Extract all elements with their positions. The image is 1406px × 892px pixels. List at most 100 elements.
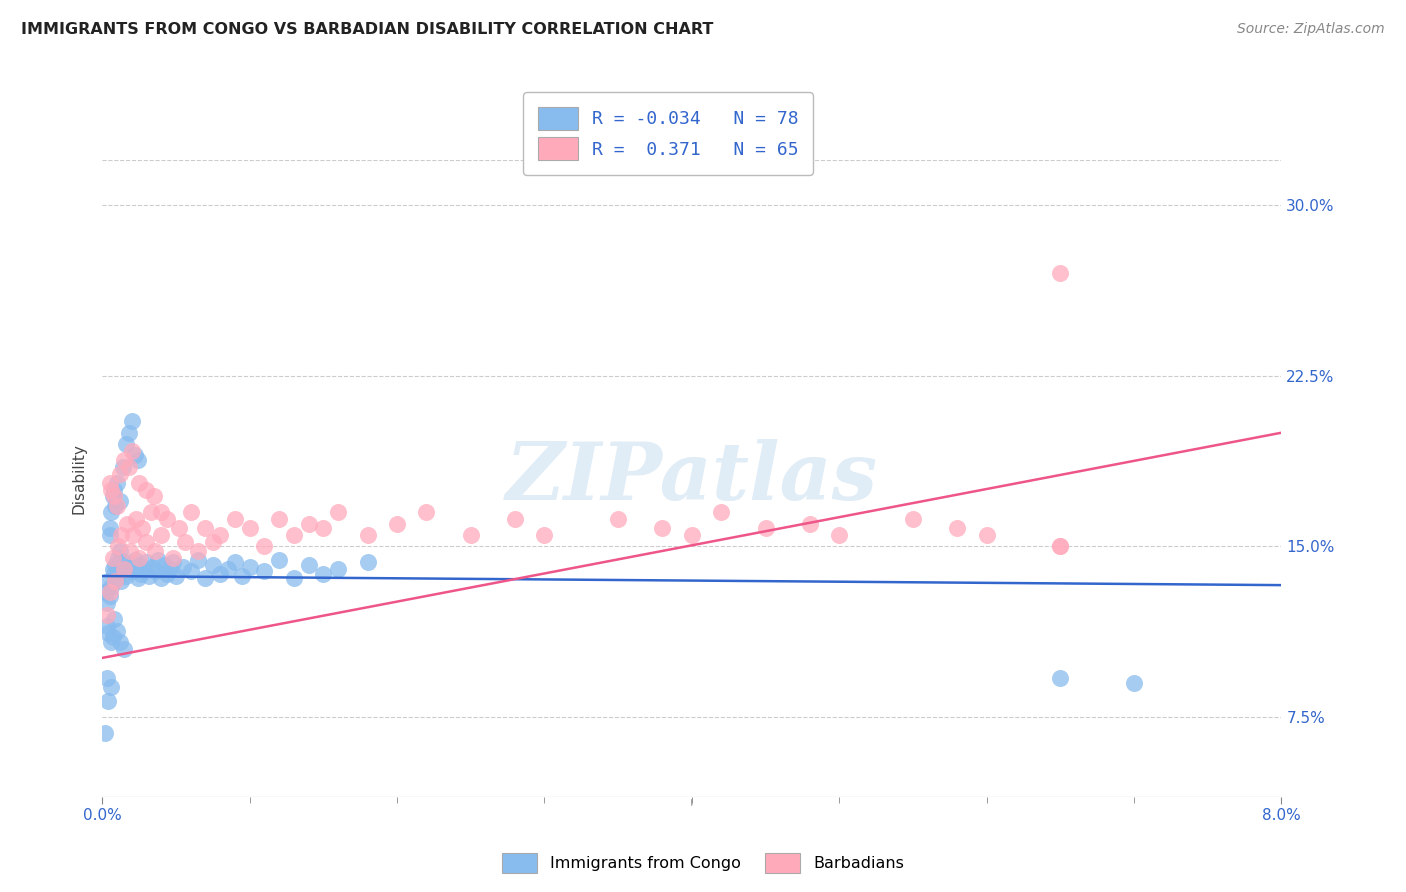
Point [312, 521, 335, 535]
Point [180, 505, 202, 519]
Point [172, 560, 194, 574]
Point [121, 565, 143, 579]
Point [239, 560, 262, 574]
Point [143, 544, 166, 558]
Point [162, 555, 184, 569]
Point [111, 459, 134, 474]
Point [162, 550, 184, 565]
Point [253, 540, 276, 554]
Point [118, 425, 141, 440]
Point [118, 459, 141, 474]
Point [283, 571, 305, 585]
Point [224, 555, 246, 569]
Point [104, 574, 127, 588]
Point [104, 558, 127, 572]
Point [112, 555, 135, 569]
Point [124, 449, 146, 463]
Point [103, 490, 125, 504]
Point [194, 571, 217, 585]
Point [107, 550, 129, 565]
Point [100, 483, 122, 497]
Text: IMMIGRANTS FROM CONGO VS BARBADIAN DISABILITY CORRELATION CHART: IMMIGRANTS FROM CONGO VS BARBADIAN DISAB… [21, 22, 713, 37]
Point [150, 571, 173, 585]
Point [901, 512, 924, 526]
Point [173, 535, 195, 549]
Y-axis label: Disability: Disability [72, 442, 86, 514]
Point [94, 726, 117, 740]
Point [110, 528, 132, 542]
Point [96, 672, 118, 686]
Point [385, 516, 408, 531]
Point [101, 490, 124, 504]
Point [1049, 267, 1071, 281]
Point [100, 635, 122, 649]
Point [135, 555, 157, 569]
Point [754, 521, 776, 535]
Point [201, 535, 224, 549]
Point [356, 555, 378, 569]
Point [121, 414, 143, 428]
Point [946, 521, 969, 535]
Point [326, 562, 349, 576]
Point [326, 505, 349, 519]
Point [128, 475, 150, 490]
Point [135, 483, 157, 497]
Legend: R = -0.034   N = 78, R =  0.371   N = 65: R = -0.034 N = 78, R = 0.371 N = 65 [523, 93, 813, 175]
Point [103, 566, 125, 581]
Point [297, 558, 319, 572]
Text: Source: ZipAtlas.com: Source: ZipAtlas.com [1237, 22, 1385, 37]
Point [415, 505, 437, 519]
Point [224, 512, 246, 526]
Point [132, 562, 155, 576]
Point [101, 562, 124, 576]
Point [460, 528, 482, 542]
Point [114, 437, 136, 451]
Point [135, 535, 157, 549]
Point [165, 569, 187, 583]
Point [98, 528, 121, 542]
Point [112, 453, 135, 467]
Point [267, 512, 290, 526]
Point [356, 528, 378, 542]
Point [110, 574, 132, 588]
Point [112, 562, 135, 576]
Point [153, 558, 176, 572]
Point [167, 521, 190, 535]
Point [101, 631, 124, 645]
Point [118, 560, 141, 574]
Point [194, 521, 217, 535]
Point [112, 641, 135, 656]
Point [131, 521, 153, 535]
Point [143, 565, 166, 579]
Point [117, 516, 139, 531]
Point [96, 596, 118, 610]
Point [231, 569, 253, 583]
Point [108, 635, 131, 649]
Point [799, 516, 821, 531]
Point [97, 626, 120, 640]
Point [297, 516, 319, 531]
Point [127, 571, 149, 585]
Point [710, 505, 733, 519]
Point [607, 512, 630, 526]
Point [503, 512, 526, 526]
Point [105, 571, 128, 585]
Point [138, 569, 160, 583]
Point [217, 562, 239, 576]
Point [128, 558, 150, 572]
Point [94, 585, 117, 599]
Point [105, 499, 128, 513]
Point [209, 528, 232, 542]
Point [120, 544, 142, 558]
Point [129, 566, 152, 581]
Point [681, 528, 703, 542]
Point [156, 512, 179, 526]
Point [180, 565, 202, 579]
Point [108, 544, 131, 558]
Point [107, 540, 129, 554]
Point [108, 467, 131, 481]
Point [105, 624, 128, 638]
Point [127, 453, 149, 467]
Point [150, 505, 173, 519]
Point [121, 444, 143, 458]
